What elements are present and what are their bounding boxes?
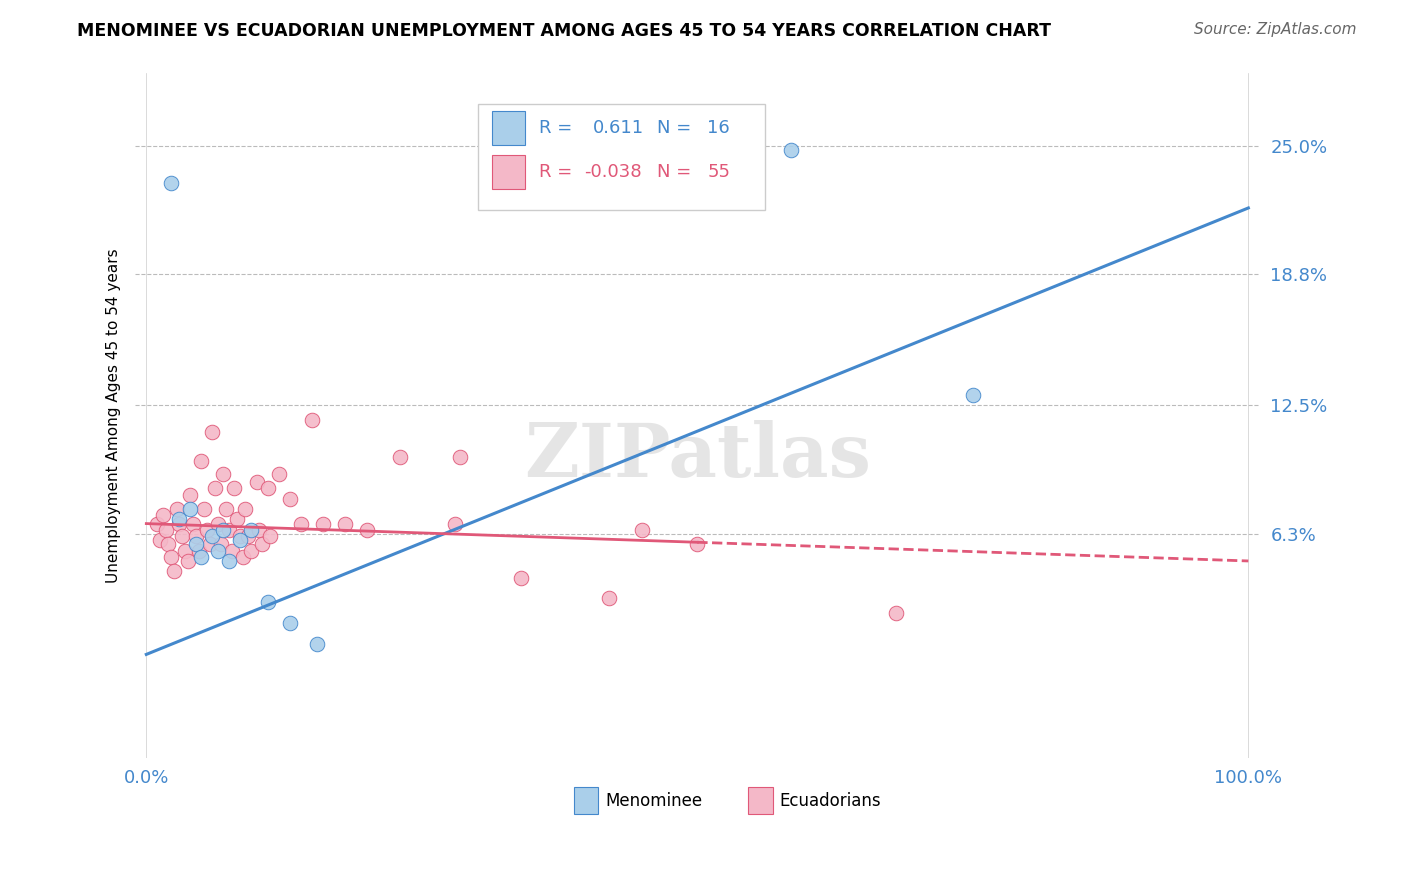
Point — [214, 502, 236, 516]
Point — [290, 516, 312, 531]
Point — [177, 554, 200, 568]
Point — [163, 565, 186, 579]
Point — [236, 529, 259, 543]
Point — [179, 502, 201, 516]
Point — [212, 467, 235, 481]
Point — [267, 467, 290, 481]
Text: -0.038: -0.038 — [583, 163, 641, 181]
Text: ZIPatlas: ZIPatlas — [524, 420, 870, 493]
Point — [510, 571, 533, 585]
Point — [146, 516, 169, 531]
Point — [218, 523, 240, 537]
Point — [449, 450, 471, 464]
Point — [780, 143, 803, 157]
Point — [201, 425, 224, 440]
Text: R =: R = — [538, 119, 572, 136]
Point — [188, 543, 211, 558]
Point — [193, 502, 215, 516]
Point — [311, 516, 333, 531]
Point — [301, 413, 323, 427]
Point — [173, 543, 195, 558]
Point — [240, 543, 263, 558]
Point — [200, 537, 222, 551]
Point — [212, 523, 235, 537]
Text: 16: 16 — [707, 119, 730, 136]
Point — [444, 516, 467, 531]
Point — [207, 516, 229, 531]
Point — [256, 595, 278, 609]
Text: N =: N = — [657, 163, 692, 181]
Point — [962, 388, 984, 402]
Text: Menominee: Menominee — [605, 792, 702, 810]
Point — [229, 533, 252, 548]
Point — [259, 529, 281, 543]
Point — [166, 502, 188, 516]
Point — [201, 529, 224, 543]
Text: MENOMINEE VS ECUADORIAN UNEMPLOYMENT AMONG AGES 45 TO 54 YEARS CORRELATION CHART: MENOMINEE VS ECUADORIAN UNEMPLOYMENT AMO… — [77, 22, 1052, 40]
Text: N =: N = — [657, 119, 692, 136]
Text: 55: 55 — [707, 163, 731, 181]
Point — [170, 529, 193, 543]
Point — [884, 606, 907, 620]
Point — [190, 549, 212, 564]
Text: 0.611: 0.611 — [593, 119, 644, 136]
Point — [209, 537, 232, 551]
Point — [278, 491, 301, 506]
Point — [204, 481, 226, 495]
Point — [181, 516, 204, 531]
FancyBboxPatch shape — [748, 787, 773, 814]
Point — [247, 523, 270, 537]
Point — [169, 516, 191, 531]
Point — [686, 537, 709, 551]
Y-axis label: Unemployment Among Ages 45 to 54 years: Unemployment Among Ages 45 to 54 years — [107, 248, 121, 583]
Point — [148, 533, 170, 548]
Text: R =: R = — [538, 163, 572, 181]
Point — [224, 481, 246, 495]
Point — [190, 454, 212, 468]
FancyBboxPatch shape — [478, 103, 765, 210]
Point — [245, 475, 267, 489]
Point — [179, 487, 201, 501]
Point — [240, 523, 263, 537]
Point — [184, 537, 207, 551]
Point — [235, 502, 257, 516]
Point — [307, 637, 329, 651]
Point — [221, 543, 243, 558]
FancyBboxPatch shape — [492, 111, 526, 145]
Point — [169, 512, 191, 526]
Point — [278, 616, 301, 631]
Point — [256, 481, 278, 495]
Point — [229, 529, 252, 543]
Text: Source: ZipAtlas.com: Source: ZipAtlas.com — [1194, 22, 1357, 37]
Point — [333, 516, 356, 531]
Point — [159, 176, 181, 190]
Point — [218, 554, 240, 568]
FancyBboxPatch shape — [574, 787, 599, 814]
Point — [155, 523, 177, 537]
Text: Ecuadorians: Ecuadorians — [779, 792, 882, 810]
Point — [159, 549, 181, 564]
Point — [152, 508, 174, 523]
Point — [184, 529, 207, 543]
Point — [225, 512, 247, 526]
Point — [207, 543, 229, 558]
FancyBboxPatch shape — [492, 155, 526, 189]
Point — [356, 523, 378, 537]
Point — [232, 549, 254, 564]
Point — [157, 537, 180, 551]
Point — [388, 450, 411, 464]
Point — [598, 591, 620, 606]
Point — [631, 523, 654, 537]
Point — [250, 537, 273, 551]
Point — [195, 523, 218, 537]
